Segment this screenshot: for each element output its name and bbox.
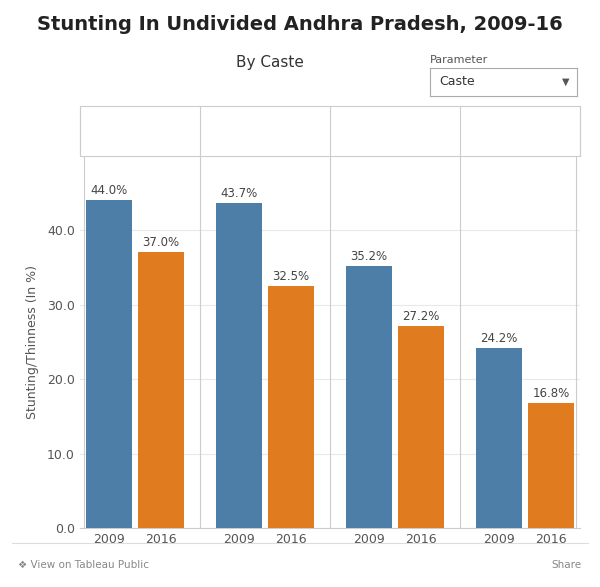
Text: ▼: ▼ (562, 76, 570, 87)
Text: 16.8%: 16.8% (532, 387, 569, 400)
Text: By Caste: By Caste (236, 55, 304, 70)
Text: Scheduled Tribes: Scheduled Tribes (215, 124, 315, 137)
Bar (398, 326, 444, 528)
Bar (476, 348, 522, 528)
Text: Stunting In Undivided Andhra Pradesh, 2009-16: Stunting In Undivided Andhra Pradesh, 20… (37, 15, 563, 33)
Text: 43.7%: 43.7% (220, 187, 257, 200)
Text: 24.2%: 24.2% (480, 332, 518, 345)
Text: Scheduled Castes: Scheduled Castes (82, 124, 188, 137)
Bar (138, 252, 184, 528)
Bar (528, 403, 574, 528)
Bar (216, 203, 262, 528)
Text: Share: Share (552, 560, 582, 570)
Bar (86, 200, 132, 528)
Text: Parameter: Parameter (430, 55, 488, 65)
Y-axis label: Stunting/Thinness (In %): Stunting/Thinness (In %) (26, 265, 39, 419)
Bar (268, 286, 314, 528)
Text: 44.0%: 44.0% (91, 184, 128, 197)
Text: ❖ View on Tableau Public: ❖ View on Tableau Public (18, 560, 149, 570)
Text: Other Castes: Other Castes (487, 124, 563, 137)
Text: 37.0%: 37.0% (142, 237, 179, 249)
Text: 35.2%: 35.2% (350, 250, 388, 263)
Text: Caste: Caste (439, 75, 475, 88)
Text: 27.2%: 27.2% (402, 309, 440, 322)
Text: 32.5%: 32.5% (272, 270, 310, 283)
Bar (346, 266, 392, 528)
Text: Other Backward
Classes: Other Backward Classes (347, 117, 443, 144)
